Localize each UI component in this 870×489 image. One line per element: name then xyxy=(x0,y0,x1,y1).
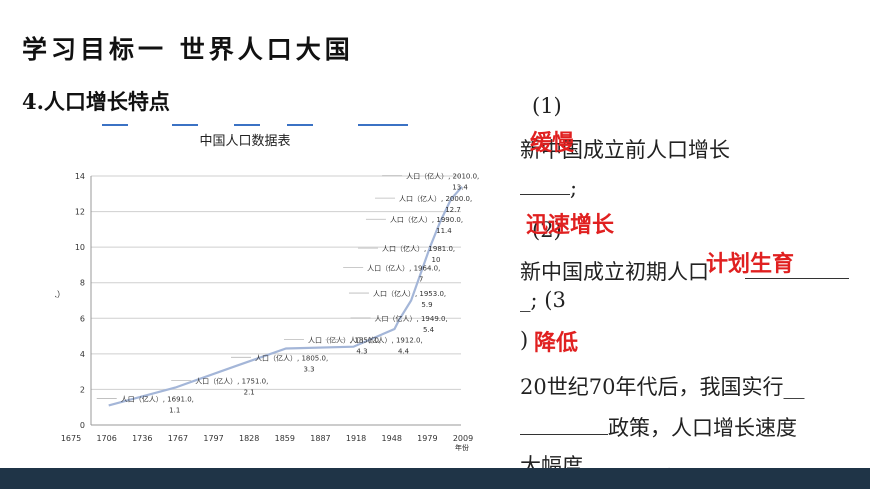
x-tick-label: 1887 xyxy=(310,434,330,443)
x-tick-label: 1948 xyxy=(382,434,402,443)
data-label: 人口（亿人）, 2000.0, xyxy=(399,194,472,203)
data-value-label: 1.1 xyxy=(169,406,180,414)
data-label: 人口（亿人）, 1805.0, xyxy=(255,353,328,362)
q2-text: 新中国成立初期人口 xyxy=(520,260,709,284)
data-value-label: 13.4 xyxy=(452,184,468,192)
data-value-label: 5.4 xyxy=(423,326,435,334)
x-tick-label: 1675 xyxy=(61,434,81,443)
q1-blank-line: ; xyxy=(520,176,577,200)
x-tick-label: 2009 xyxy=(453,434,473,443)
answer-2: 迅速增长 xyxy=(526,212,615,238)
y-tick-label: 4 xyxy=(80,350,85,359)
data-value-label: 2.1 xyxy=(244,389,255,397)
data-value-label: 4.3 xyxy=(356,348,367,356)
data-label: 人口（亿人）, 1990.0, xyxy=(390,215,463,224)
q3-text-2: 政策，人口增长速度 xyxy=(608,416,797,440)
data-label: 人口（亿人）, 2010.0, xyxy=(406,172,479,181)
x-tick-label: 1767 xyxy=(168,434,188,443)
x-tick-label: 1859 xyxy=(275,434,295,443)
q1-end: ; xyxy=(570,176,578,200)
q3-text-1: 20世纪70年代后，我国实行__ xyxy=(520,375,805,399)
series-line xyxy=(108,185,463,407)
decor-line xyxy=(234,124,260,126)
q1-number: (1) xyxy=(532,94,562,118)
q3-line-2: 政策，人口增长速度 xyxy=(520,412,797,442)
y-tick-label: 2 xyxy=(80,385,85,394)
population-chart: 中国人口数据表 0 2 4 6 8 10 12 14 1675 1706 1736 1767 1797 18… xyxy=(17,120,505,460)
data-label: 人口（亿人）, 1953.0, xyxy=(373,289,446,298)
data-value-label: 10 xyxy=(432,256,441,264)
y-tick-label: 14 xyxy=(75,172,85,181)
q2-number: (2) xyxy=(532,218,562,242)
decor-line xyxy=(287,124,313,126)
data-label: 人口（亿人）, 1981.0, xyxy=(382,244,455,253)
q3-number: ) xyxy=(520,328,529,352)
data-value-label: 11.4 xyxy=(436,227,452,235)
x-tick-label: 1979 xyxy=(417,434,437,443)
answer-1: 缓慢 xyxy=(530,130,575,156)
y-tick-label: 12 xyxy=(75,208,85,217)
y-tick-label: 8 xyxy=(80,279,85,288)
footer-bar xyxy=(0,468,870,489)
decor-line xyxy=(358,124,408,126)
decor-line xyxy=(172,124,198,126)
data-label: 人口（亿人）, 1751.0, xyxy=(195,377,268,386)
data-value-label: 12.7 xyxy=(445,206,461,214)
x-tick-label: 1918 xyxy=(346,434,366,443)
data-label: 人口（亿人）, 1912.0, xyxy=(350,336,423,345)
x-tick-label: 1736 xyxy=(132,434,152,443)
page-title: 学习目标一 世界人口大国 xyxy=(22,35,354,64)
data-value-label: 5.9 xyxy=(421,301,432,309)
y-axis-label: 人口（亿人） xyxy=(55,289,65,299)
answer-3: 计划生育 xyxy=(706,251,795,277)
chart-title: 中国人口数据表 xyxy=(199,134,290,149)
q2-line: 新中国成立初期人口 xyxy=(520,256,849,286)
x-tick-label: 1828 xyxy=(239,434,259,443)
q2-end: _; (3 xyxy=(520,288,566,312)
q1-blank xyxy=(520,176,570,195)
data-value-label: 3.3 xyxy=(303,365,314,373)
y-tick-label: 10 xyxy=(75,243,85,252)
answer-4: 降低 xyxy=(534,330,579,356)
y-tick-label: 6 xyxy=(80,314,85,323)
x-axis-label: 年份 xyxy=(455,443,469,452)
chart-svg: 中国人口数据表 0 2 4 6 8 10 12 14 1675 1706 1736 1767 1797 18… xyxy=(17,134,479,452)
data-value-label: 4.4 xyxy=(398,348,410,356)
data-label: 人口（亿人）, 1949.0, xyxy=(375,314,448,323)
x-tick-label: 1797 xyxy=(203,434,223,443)
x-tick-label: 1706 xyxy=(96,434,116,443)
y-tick-label: 0 xyxy=(80,421,85,430)
decor-line xyxy=(102,124,128,126)
section-subtitle: 4.人口增长特点 xyxy=(22,89,170,114)
data-label: 人口（亿人）, 1964.0, xyxy=(367,264,440,273)
q2-blank xyxy=(745,260,849,279)
q3-blank-policy xyxy=(520,416,608,435)
data-value-label: 7 xyxy=(419,276,423,284)
data-label: 人口（亿人）, 1691.0, xyxy=(121,394,194,403)
q1-text: 新中国成立前人口增长 xyxy=(520,138,730,162)
